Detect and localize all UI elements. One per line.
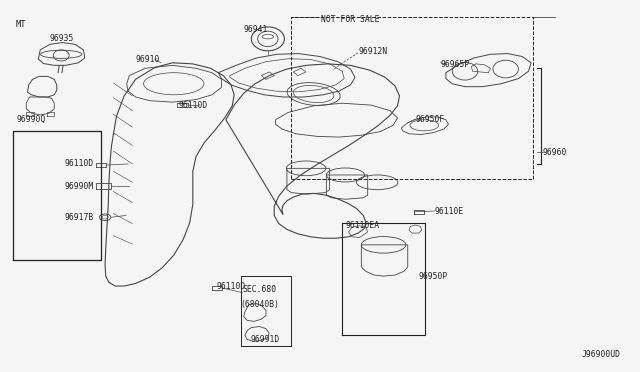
Text: 96110E: 96110E — [435, 206, 464, 215]
Text: MT: MT — [16, 20, 27, 29]
Text: 96110EA: 96110EA — [346, 221, 380, 230]
Text: 96110D: 96110D — [65, 160, 93, 169]
Text: 96110D: 96110D — [179, 100, 208, 110]
Text: 96110D: 96110D — [217, 282, 246, 291]
Text: 96990M: 96990M — [65, 182, 93, 190]
Text: 96941: 96941 — [244, 25, 268, 34]
Text: 96910: 96910 — [136, 55, 160, 64]
Text: 96965P: 96965P — [441, 60, 470, 69]
Text: J96900UD: J96900UD — [581, 350, 620, 359]
Text: SEC.680: SEC.680 — [243, 285, 276, 294]
Text: 96960: 96960 — [543, 148, 567, 157]
Text: NOT FOR SALE: NOT FOR SALE — [321, 15, 380, 24]
Text: 96917B: 96917B — [65, 213, 93, 222]
Text: 96935: 96935 — [50, 34, 74, 44]
Text: (68040B): (68040B) — [241, 300, 280, 309]
Text: 96950P: 96950P — [419, 272, 448, 280]
Text: 96990Q: 96990Q — [16, 115, 45, 124]
Text: 96912N: 96912N — [358, 47, 387, 56]
Text: 96950F: 96950F — [415, 115, 445, 124]
Text: 96991D: 96991D — [250, 335, 279, 344]
